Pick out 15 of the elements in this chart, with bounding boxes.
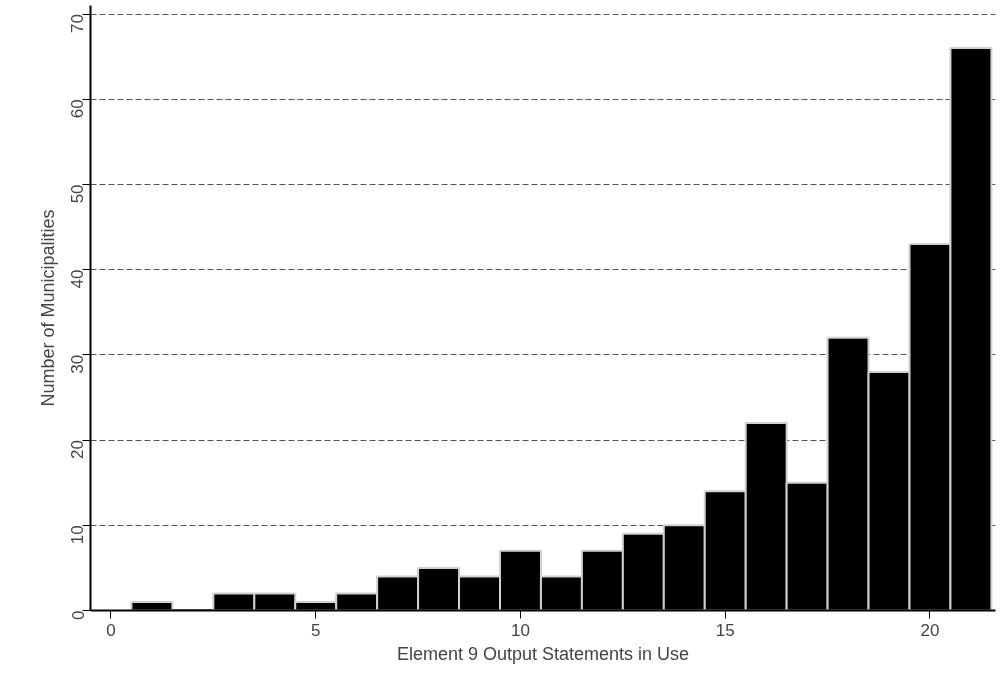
x-tick-label: 10 <box>511 620 530 640</box>
x-tick-label: 5 <box>311 620 321 640</box>
y-tick-label: 30 <box>68 354 88 374</box>
y-tick-label: 0 <box>68 610 88 620</box>
x-tick-label: 15 <box>715 620 735 640</box>
x-axis-title: Element 9 Output Statements in Use <box>396 643 690 664</box>
y-tick-label: 70 <box>68 14 88 33</box>
y-axis-title: Number of Municipalities <box>37 209 58 407</box>
y-tick-label: 60 <box>68 99 88 119</box>
x-tick-label: 0 <box>106 620 116 640</box>
y-tick-label: 10 <box>68 525 88 545</box>
y-tick-label: 20 <box>68 440 88 459</box>
y-tick-label: 40 <box>68 269 88 289</box>
y-tick-label: 50 <box>68 184 88 204</box>
x-tick-label: 20 <box>920 620 940 640</box>
